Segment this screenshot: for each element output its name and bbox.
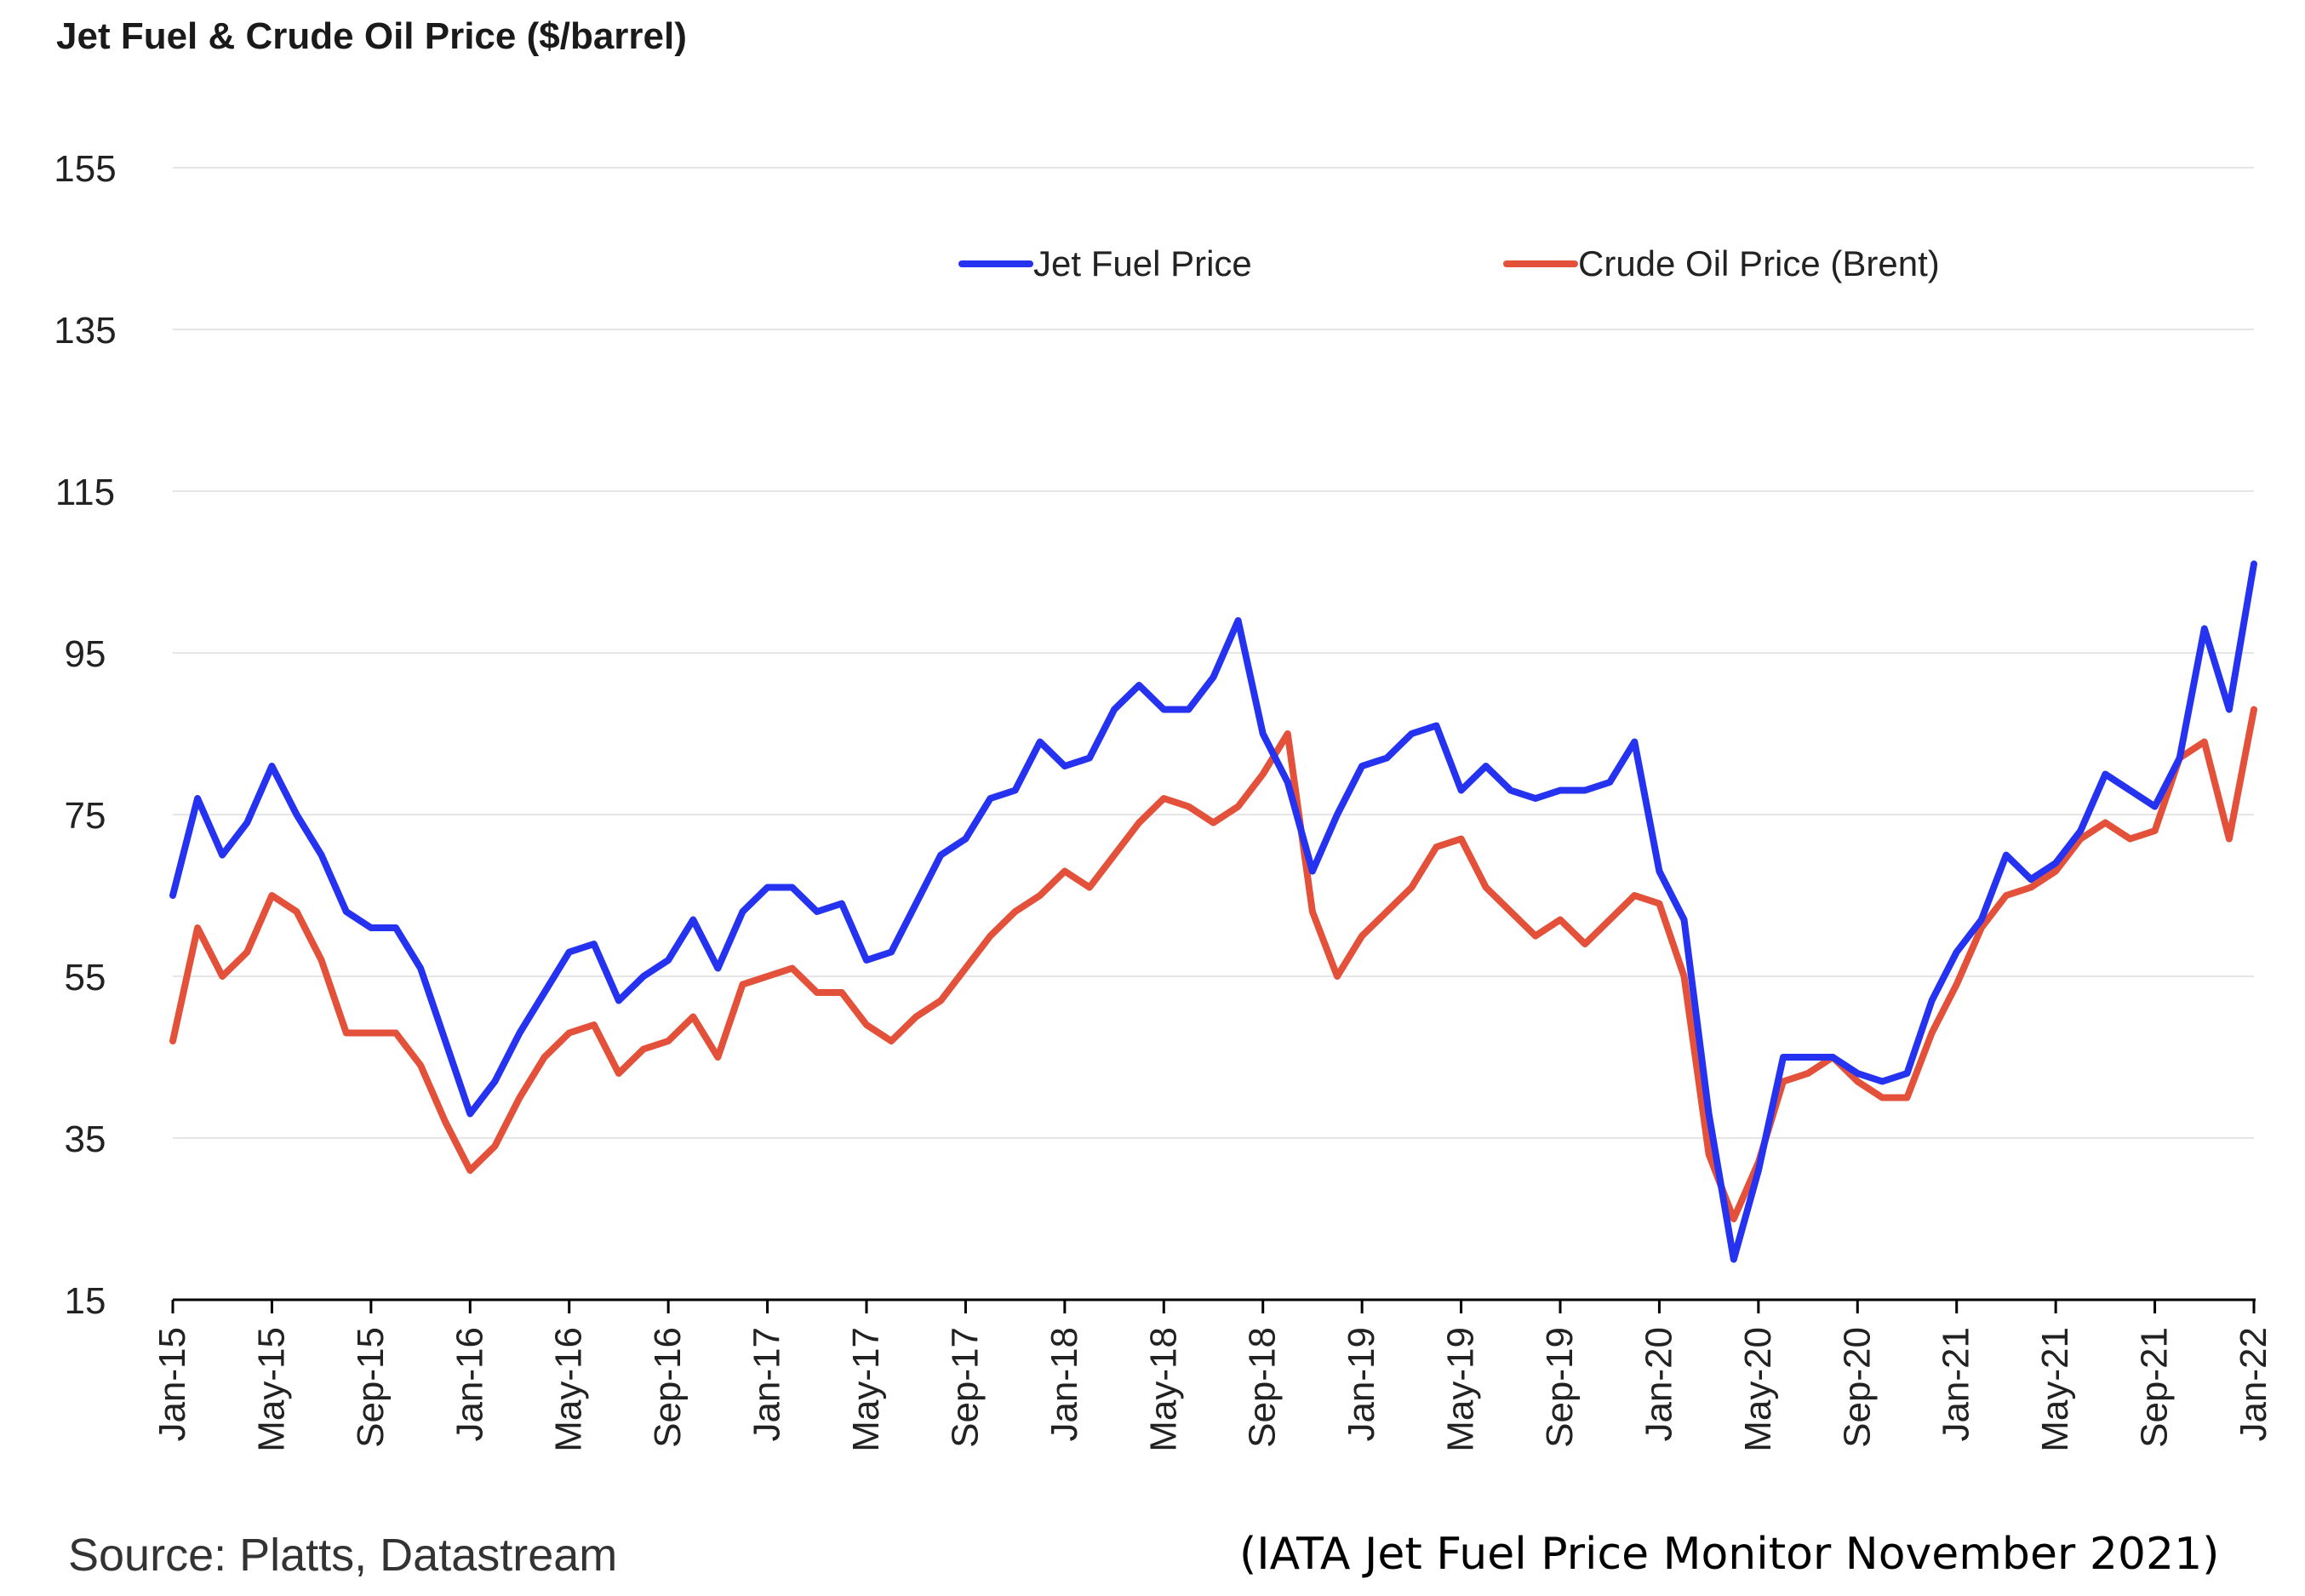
- y-tick-label: 15: [65, 1280, 106, 1322]
- x-tick-label: May-20: [1737, 1327, 1779, 1452]
- x-tick-label: May-18: [1142, 1327, 1184, 1452]
- x-tick-label: Jan-17: [746, 1327, 788, 1442]
- y-tick-label: 155: [54, 148, 116, 190]
- citation-note: (IATA Jet Fuel Price Monitor November 20…: [1239, 1529, 2220, 1580]
- x-tick-label: Jan-18: [1044, 1327, 1085, 1442]
- y-tick-label: 115: [55, 472, 115, 513]
- x-tick-label: May-19: [1440, 1327, 1482, 1452]
- x-tick-label: Jan-15: [152, 1327, 193, 1442]
- x-tick-label: Sep-19: [1539, 1327, 1581, 1448]
- y-tick-label: 135: [54, 310, 116, 352]
- x-tick-label: May-21: [2034, 1327, 2076, 1452]
- y-tick-label: 95: [65, 633, 106, 675]
- y-tick-label: 35: [65, 1118, 106, 1160]
- x-tick-label: Sep-18: [1242, 1327, 1284, 1448]
- y-tick-label: 75: [65, 795, 106, 837]
- x-tick-label: Jan-16: [449, 1327, 490, 1442]
- series-lines: [169, 560, 2257, 1263]
- x-tick-label: Sep-17: [944, 1327, 986, 1448]
- source-note: Source: Platts, Datastream: [68, 1530, 618, 1581]
- x-tick-label: Jan-19: [1341, 1327, 1382, 1442]
- y-axis-ticks: 155 135 115 95 75 55 35 15: [54, 148, 116, 1322]
- legend-crude-oil-label: Crude Oil Price (Brent): [1578, 243, 1940, 283]
- chart-title: Jet Fuel & Crude Oil Price ($/barrel): [56, 15, 687, 57]
- x-tick-label: Sep-16: [647, 1327, 689, 1448]
- x-tick-label: Sep-15: [350, 1327, 392, 1448]
- x-tick-label: Sep-20: [1836, 1327, 1878, 1448]
- x-tick-label: May-16: [548, 1327, 590, 1452]
- gridlines: [173, 167, 2254, 1139]
- x-tick-label: Sep-21: [2134, 1327, 2176, 1448]
- x-tick-label: Jan-21: [1936, 1327, 1977, 1442]
- y-tick-label: 55: [65, 957, 106, 998]
- x-axis: Jan-15 May-15 Sep-15 Jan-16 May-16 Sep-16 Jan-…: [152, 1298, 2274, 1452]
- legend-jet-fuel-label: Jet Fuel Price: [1033, 243, 1252, 283]
- x-tick-label: Jan-22: [2233, 1327, 2274, 1442]
- legend: Jet Fuel Price Crude Oil Price (Brent): [958, 243, 1940, 283]
- x-tick-label: May-15: [250, 1327, 292, 1452]
- crude-oil-price-line: [169, 706, 2257, 1222]
- jet-fuel-price-line: [169, 560, 2257, 1263]
- x-tick-label: May-17: [845, 1327, 887, 1452]
- x-tick-label: Jan-20: [1638, 1327, 1679, 1442]
